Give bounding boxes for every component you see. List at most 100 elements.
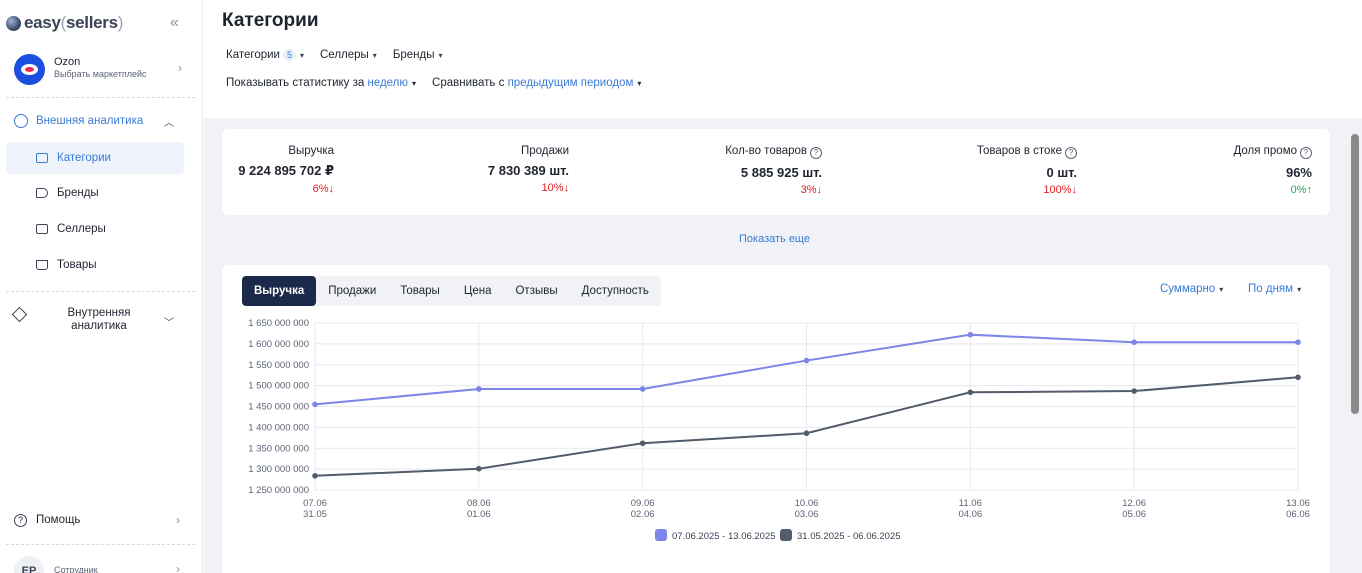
chevron-down-icon: ▾: [1219, 285, 1224, 294]
tab-availability[interactable]: Доступность: [581, 285, 649, 297]
aggregate-selector[interactable]: Суммарно ▾: [1160, 283, 1223, 295]
compare-value: предыдущим периодом: [507, 77, 634, 89]
categories-filter[interactable]: Категории 5 ▾: [226, 49, 304, 61]
arrow-down-icon: ↓: [816, 184, 823, 196]
logo[interactable]: easy ( sellers ): [6, 13, 123, 33]
period-value: неделю: [367, 77, 409, 89]
x-tick-label: 02.06: [631, 509, 655, 520]
chevron-down-icon: ▾: [637, 79, 642, 88]
chevron-down-icon: ﹀: [164, 318, 174, 329]
nav-group-external-label: Внешняя аналитика: [36, 115, 144, 127]
data-point: [1131, 388, 1137, 394]
tab-revenue[interactable]: Выручка: [242, 276, 317, 306]
data-point: [967, 389, 974, 396]
stat-in-stock: Товаров в стоке? 0 шт. 100%↓: [977, 145, 1077, 196]
chevron-down-icon: ▾: [299, 51, 304, 60]
help-link[interactable]: ? Помощь ›: [14, 512, 189, 532]
stat-revenue: Выручка 9 224 895 702 ₽ 6%↓: [238, 145, 334, 195]
tab-products[interactable]: Товары: [400, 285, 440, 297]
scrollbar[interactable]: [1350, 118, 1362, 573]
compare-selector[interactable]: Сравнивать с предыдущим периодом ▾: [432, 77, 641, 89]
data-point: [1295, 374, 1301, 381]
logo-paren-open: (: [60, 13, 67, 32]
y-tick-label: 1 600 000 000: [248, 339, 309, 350]
ozon-logo-icon: [14, 54, 45, 85]
help-icon[interactable]: ?: [1300, 147, 1312, 159]
show-more-link[interactable]: Показать еще: [739, 233, 810, 245]
data-point: [1295, 339, 1301, 346]
y-tick-label: 1 350 000 000: [248, 443, 309, 454]
sidebar-item-label: Товары: [57, 259, 97, 271]
main-content: Категории Категории 5 ▾ Селлеры ▾ Бренды ▾ П…: [204, 0, 1350, 573]
brands-filter-label: Бренды: [392, 49, 435, 61]
x-tick-label: 05.06: [1122, 509, 1146, 520]
stat-promo-share: Доля промо? 96% 0%↑: [1233, 145, 1312, 196]
cube-icon: [11, 306, 28, 323]
chevron-down-icon: ▾: [438, 51, 443, 60]
stat-value: 0 шт.: [1046, 165, 1077, 180]
stat-value: 5 885 925 шт.: [740, 165, 822, 180]
arrow-down-icon: ↓: [328, 183, 335, 195]
logo-sub: sellers: [66, 13, 118, 32]
chart-card: 1 250 000 000 1 300 000 000 1 350 000 000 1…: [222, 265, 1330, 573]
y-tick-label: 1 400 000 000: [248, 422, 309, 433]
sidebar-item-brands[interactable]: Бренды: [6, 177, 184, 209]
logo-main: easy: [24, 13, 61, 32]
legend-label: 07.06.2025 - 13.06.2025: [672, 531, 776, 542]
sellers-filter[interactable]: Селлеры ▾: [320, 49, 377, 61]
help-icon: ?: [14, 514, 27, 527]
x-tick-label: 10.06: [795, 498, 819, 509]
sidebar-item-products[interactable]: Товары: [6, 249, 184, 281]
tab-sales[interactable]: Продажи: [328, 285, 377, 297]
employee-menu[interactable]: ЕР Сотрудник ›: [14, 556, 189, 573]
nav-group-internal[interactable]: Внутренняя аналитика ﹀: [11, 306, 189, 337]
stat-value: 9 224 895 702 ₽: [238, 163, 334, 178]
stat-value: 96%: [1285, 165, 1312, 180]
divider: [6, 291, 195, 292]
logo-paren-close: ): [117, 13, 124, 32]
x-tick-label: 13.06: [1286, 498, 1310, 509]
categories-count-badge: 5: [282, 49, 296, 61]
y-tick-label: 1 500 000 000: [248, 381, 309, 392]
brands-filter[interactable]: Бренды ▾: [393, 49, 443, 61]
x-tick-label: 04.06: [958, 509, 982, 520]
categories-icon: [36, 153, 48, 163]
revenue-chart: 1 250 000 000 1 300 000 000 1 350 000 000 1…: [248, 318, 1310, 542]
divider: [6, 97, 195, 98]
x-tick-label: 31.05: [303, 509, 327, 520]
y-tick-label: 1 300 000 000: [248, 464, 309, 475]
chevron-right-icon: ›: [178, 61, 182, 75]
sidebar-item-categories[interactable]: Категории: [6, 142, 184, 174]
arrow-down-icon: ↓: [563, 182, 570, 194]
stat-change: 10%: [541, 182, 564, 194]
granularity-selector[interactable]: По дням ▾: [1248, 283, 1301, 295]
data-point: [639, 440, 646, 447]
period-selector[interactable]: Показывать статистику за неделю ▾: [226, 77, 416, 89]
help-icon[interactable]: ?: [1065, 147, 1077, 159]
avatar: ЕР: [14, 556, 44, 573]
categories-filter-label: Категории: [226, 49, 280, 61]
marketplace-selector[interactable]: Ozon Выбрать маркетплейс ›: [14, 54, 190, 86]
data-point: [639, 386, 646, 392]
tab-price[interactable]: Цена: [463, 285, 492, 297]
metric-tabs: Выручка Продажи Товары Цена Отзывы Досту…: [242, 276, 661, 306]
x-tick-label: 08.06: [467, 498, 491, 509]
stat-sales: Продажи 7 830 389 шт. 10%↓: [488, 145, 569, 194]
tab-reviews[interactable]: Отзывы: [515, 285, 558, 297]
collapse-sidebar-icon[interactable]: «: [170, 14, 179, 31]
data-point: [803, 430, 810, 437]
scrollbar-thumb[interactable]: [1351, 134, 1359, 414]
sellers-filter-label: Селлеры: [320, 49, 369, 61]
stat-label: Кол-во товаров: [725, 145, 807, 157]
help-icon[interactable]: ?: [810, 147, 822, 159]
chevron-up-icon: ︿: [164, 118, 174, 129]
sidebar-item-sellers[interactable]: Селлеры: [6, 213, 184, 245]
nav-group-external[interactable]: Внешняя аналитика ︿: [6, 106, 184, 136]
data-point: [312, 473, 318, 479]
stat-change: 6%: [312, 183, 329, 195]
logo-ball-icon: [6, 15, 21, 31]
chevron-down-icon: ▾: [412, 79, 417, 88]
y-tick-label: 1 650 000 000: [248, 318, 309, 329]
y-tick-label: 1 450 000 000: [248, 402, 309, 413]
data-point: [967, 331, 974, 338]
